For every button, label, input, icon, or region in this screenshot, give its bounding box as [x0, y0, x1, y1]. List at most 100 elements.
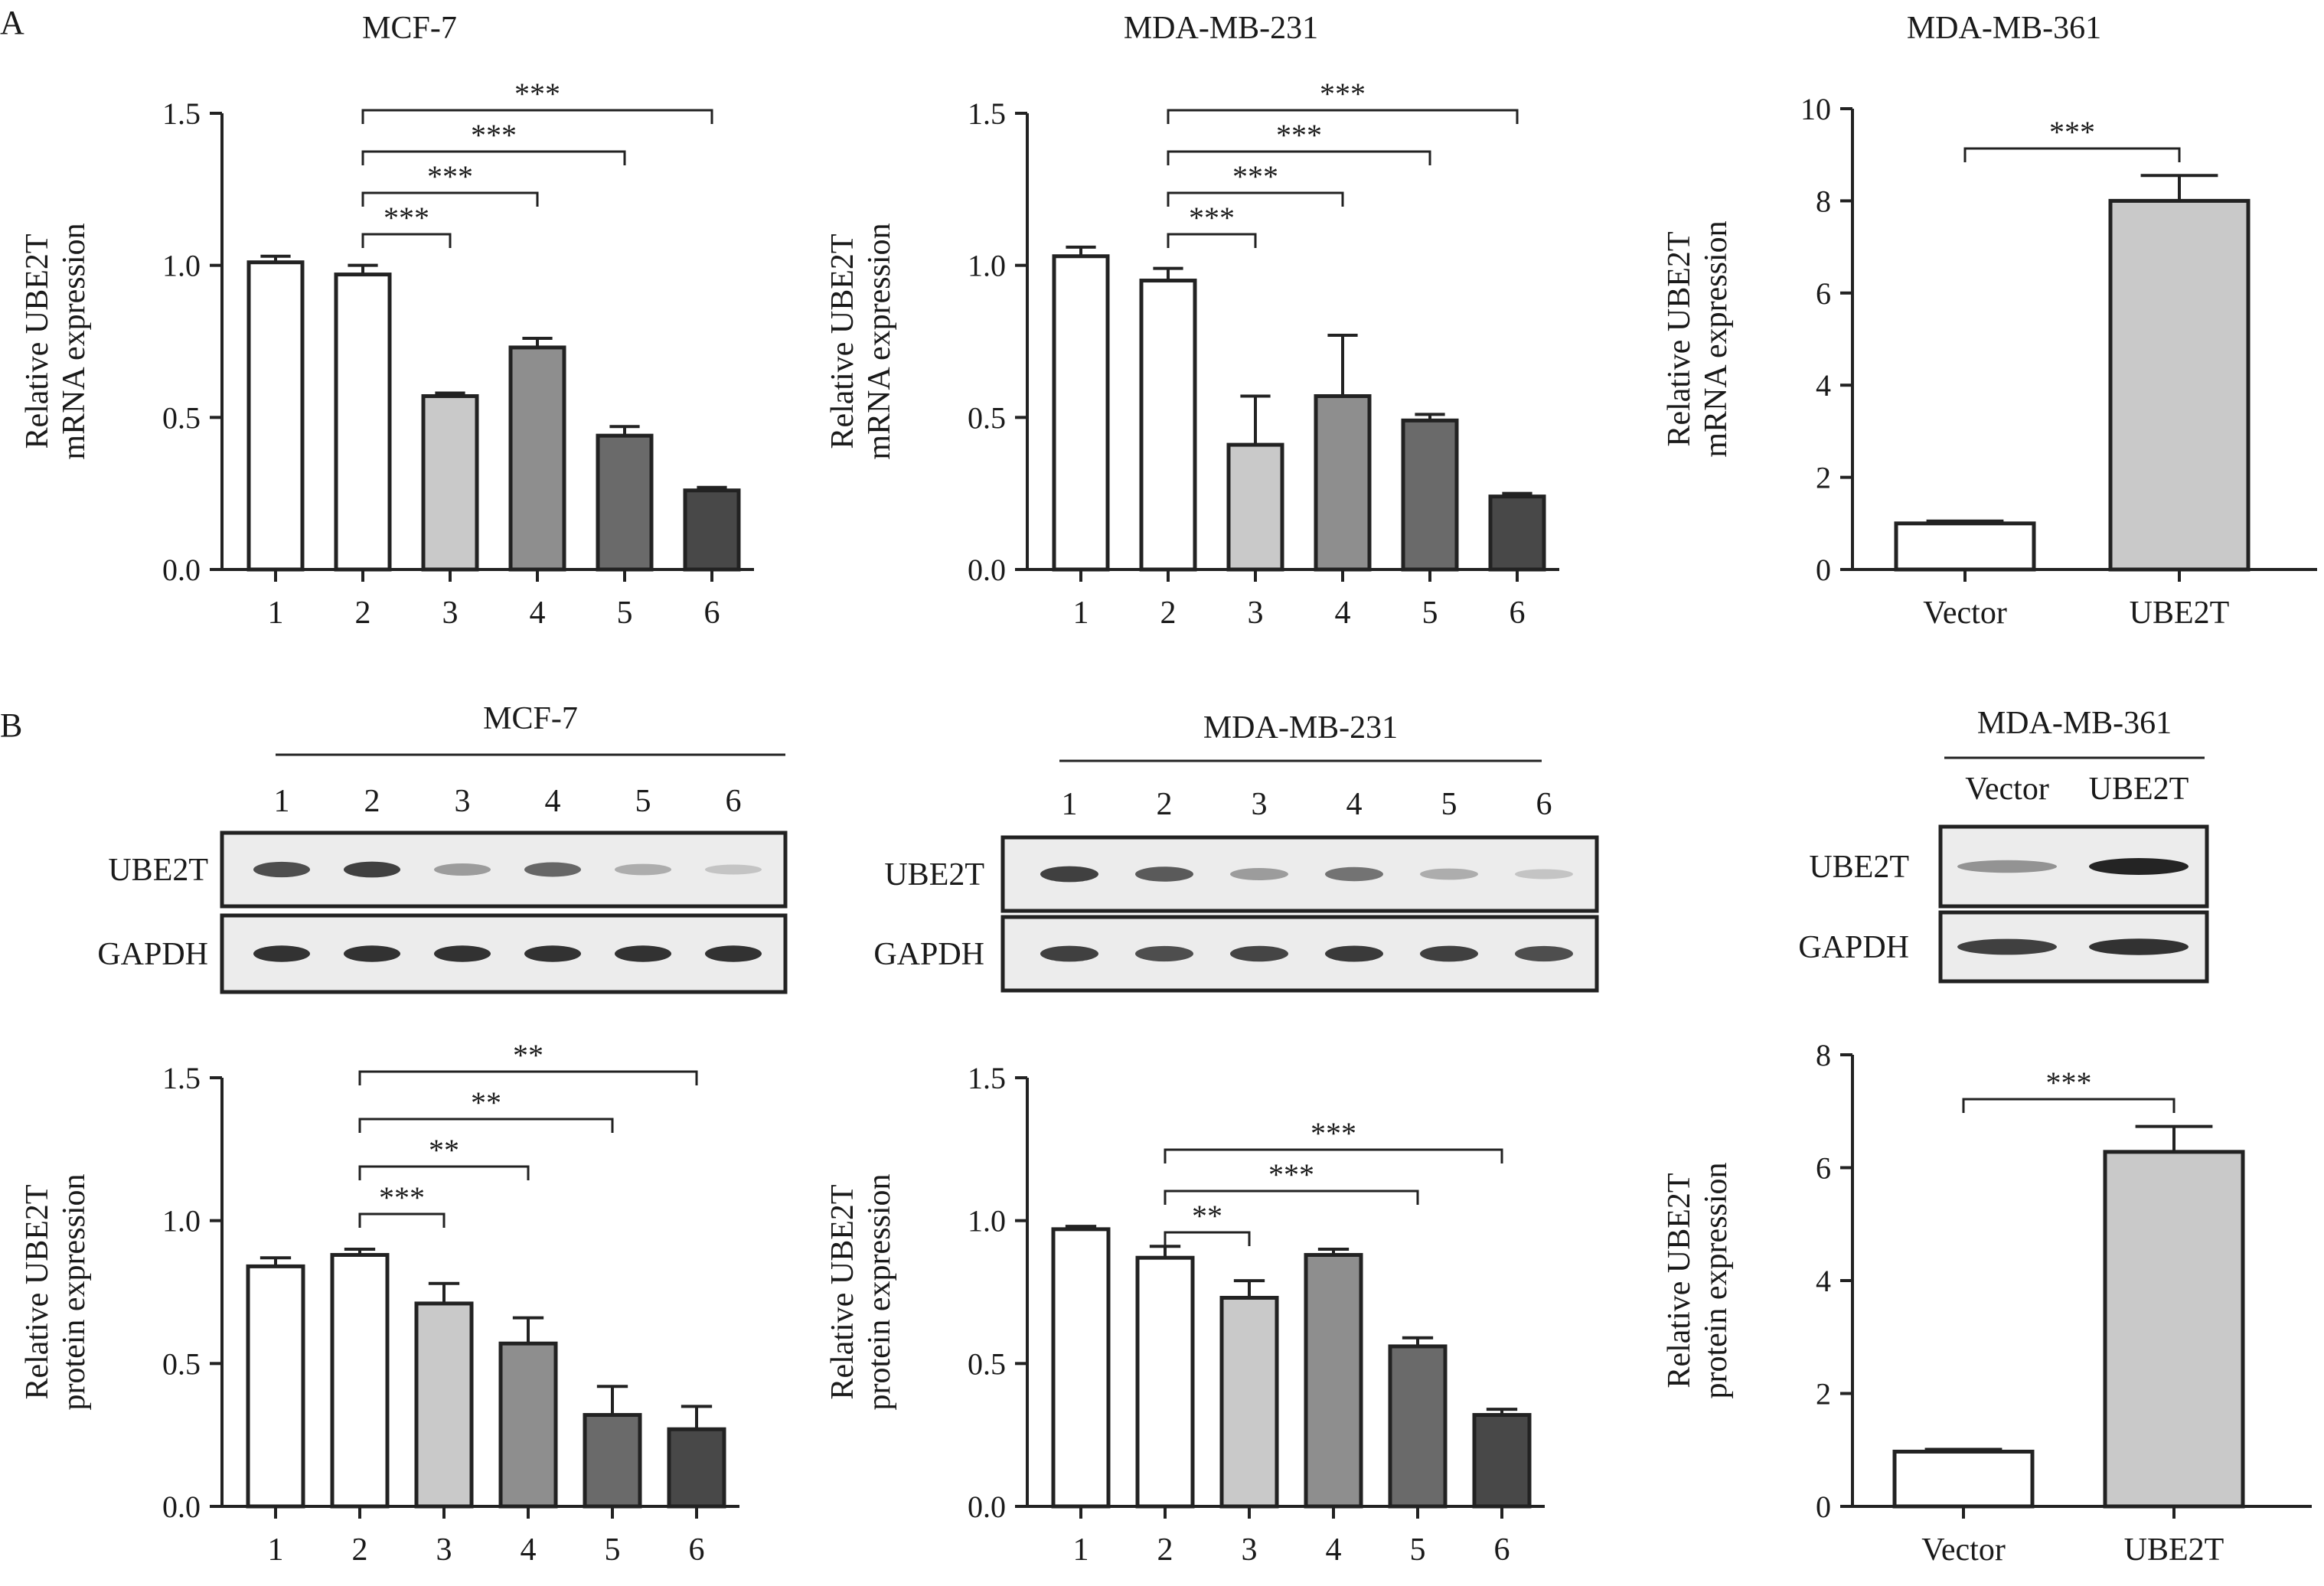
y-tick-label: 0.0 [162, 553, 201, 587]
significance-bracket [361, 233, 452, 248]
blot-band [344, 945, 400, 962]
chart-title: MDA-MB-361 [1907, 11, 2101, 46]
y-axis-label: Relative UBE2T [825, 1184, 860, 1399]
bar [1488, 494, 1546, 572]
bar [246, 1264, 305, 1509]
y-tick-label: 8 [1816, 184, 1831, 218]
blot-band [705, 945, 762, 962]
significance-label: *** [1189, 201, 1235, 235]
bar [1314, 394, 1372, 572]
significance-bracket [361, 150, 626, 165]
blot-row-label: UBE2T [108, 853, 208, 888]
y-tick-label: 0.5 [162, 400, 201, 435]
y-tick-label: 1.0 [968, 1204, 1006, 1238]
blot-lane-label: 2 [364, 784, 380, 819]
significance-bracket [358, 1118, 614, 1133]
blot-band [1135, 945, 1193, 962]
blot-lane-label: 3 [1252, 787, 1268, 822]
section-label-b: B [0, 707, 22, 744]
blot-band [1135, 866, 1193, 882]
bar [1219, 1295, 1279, 1509]
y-tick-label: 1.5 [162, 1061, 201, 1095]
blot-band [1420, 868, 1478, 880]
x-tick-label: 3 [436, 1532, 452, 1568]
blot-band [344, 861, 400, 878]
bar [2103, 1150, 2245, 1509]
x-tick-label: 5 [605, 1532, 621, 1568]
bar [683, 488, 741, 572]
x-tick-label: 4 [1335, 596, 1351, 631]
y-tick-label: 0.5 [162, 1346, 201, 1381]
chart-protein-mcf7: Relative UBE2T protein expression 0.0 0.5 1.… [20, 1038, 739, 1568]
blot-band [1040, 945, 1098, 962]
significance-bracket [1167, 150, 1431, 165]
x-tick-label: UBE2T [2130, 596, 2230, 631]
bar [334, 272, 392, 572]
x-tick-label: 5 [1410, 1532, 1426, 1568]
blot-mda361: MDA-MB-361 Vector UBE2T UBE2T GAPDH [1798, 706, 2209, 984]
bar [667, 1427, 726, 1509]
significance-label: *** [2049, 115, 2095, 149]
significance-bracket [361, 109, 713, 124]
chart-mrna-mcf7: MCF-7 Relative UBE2T mRNA expression 0.0 0.5… [20, 11, 754, 631]
x-tick-label: 6 [704, 596, 720, 631]
blot-band [1957, 938, 2057, 955]
y-tick-label: 0 [1816, 1490, 1831, 1524]
significance-bracket [1164, 1190, 1419, 1205]
blot-band [1325, 945, 1383, 962]
blot-band [253, 945, 310, 962]
significance-label: ** [429, 1133, 459, 1167]
y-tick-label: 1.5 [968, 96, 1006, 131]
bar [421, 394, 479, 572]
y-tick-label: 0 [1816, 553, 1831, 587]
blot-mcf7: MCF-7 1 2 3 4 5 6 UBE2T GAPDH [97, 701, 788, 994]
significance-label: *** [1268, 1157, 1314, 1192]
bar [1304, 1252, 1363, 1509]
blot-title: MDA-MB-361 [1977, 706, 2172, 741]
blot-band [1420, 945, 1478, 962]
blot-band [524, 945, 581, 962]
x-tick-label: Vector [1921, 1532, 2006, 1568]
blot-membrane [220, 913, 788, 994]
y-tick-label: 0.0 [968, 553, 1006, 587]
bar [414, 1301, 474, 1509]
y-tick-label: 0.5 [968, 400, 1006, 435]
blot-band [434, 863, 491, 876]
x-tick-label: 4 [521, 1532, 537, 1568]
bar [508, 345, 566, 572]
y-tick-label: 1.0 [162, 249, 201, 283]
x-tick-label: 2 [1157, 1532, 1173, 1568]
x-tick-label: 6 [689, 1532, 705, 1568]
blot-row-label: UBE2T [884, 857, 984, 893]
bar [596, 433, 654, 572]
significance-bracket [1167, 109, 1519, 124]
x-tick-label: 5 [1422, 596, 1438, 631]
y-axis-label: protein expression [57, 1173, 92, 1410]
section-label-a: A [0, 4, 24, 41]
x-tick-label: 3 [442, 596, 459, 631]
blot-band [1515, 869, 1573, 879]
y-axis-label: mRNA expression [862, 223, 897, 459]
y-tick-label: 1.0 [162, 1204, 201, 1238]
blot-band [2089, 938, 2189, 955]
y-tick-label: 2 [1816, 461, 1831, 495]
y-tick-label: 8 [1816, 1038, 1831, 1072]
y-tick-label: 1.5 [162, 96, 201, 131]
x-tick-label: 6 [1494, 1532, 1510, 1568]
y-axis-label: Relative UBE2T [825, 233, 860, 449]
x-tick-label: UBE2T [2124, 1532, 2224, 1568]
blot-lane-label: 2 [1157, 787, 1173, 822]
y-tick-label: 2 [1816, 1377, 1831, 1411]
x-tick-label: 5 [617, 596, 633, 631]
significance-bracket [1963, 147, 2181, 162]
y-tick-label: 6 [1816, 276, 1831, 311]
blot-lane-label: 6 [1536, 787, 1552, 822]
y-tick-label: 4 [1816, 368, 1831, 403]
significance-label: ** [471, 1085, 501, 1120]
x-tick-label: 1 [1073, 1532, 1089, 1568]
blot-band [253, 861, 310, 878]
significance-label: *** [1232, 159, 1278, 194]
significance-bracket [1167, 191, 1344, 207]
x-tick-label: 6 [1510, 596, 1526, 631]
bar [330, 1252, 390, 1509]
